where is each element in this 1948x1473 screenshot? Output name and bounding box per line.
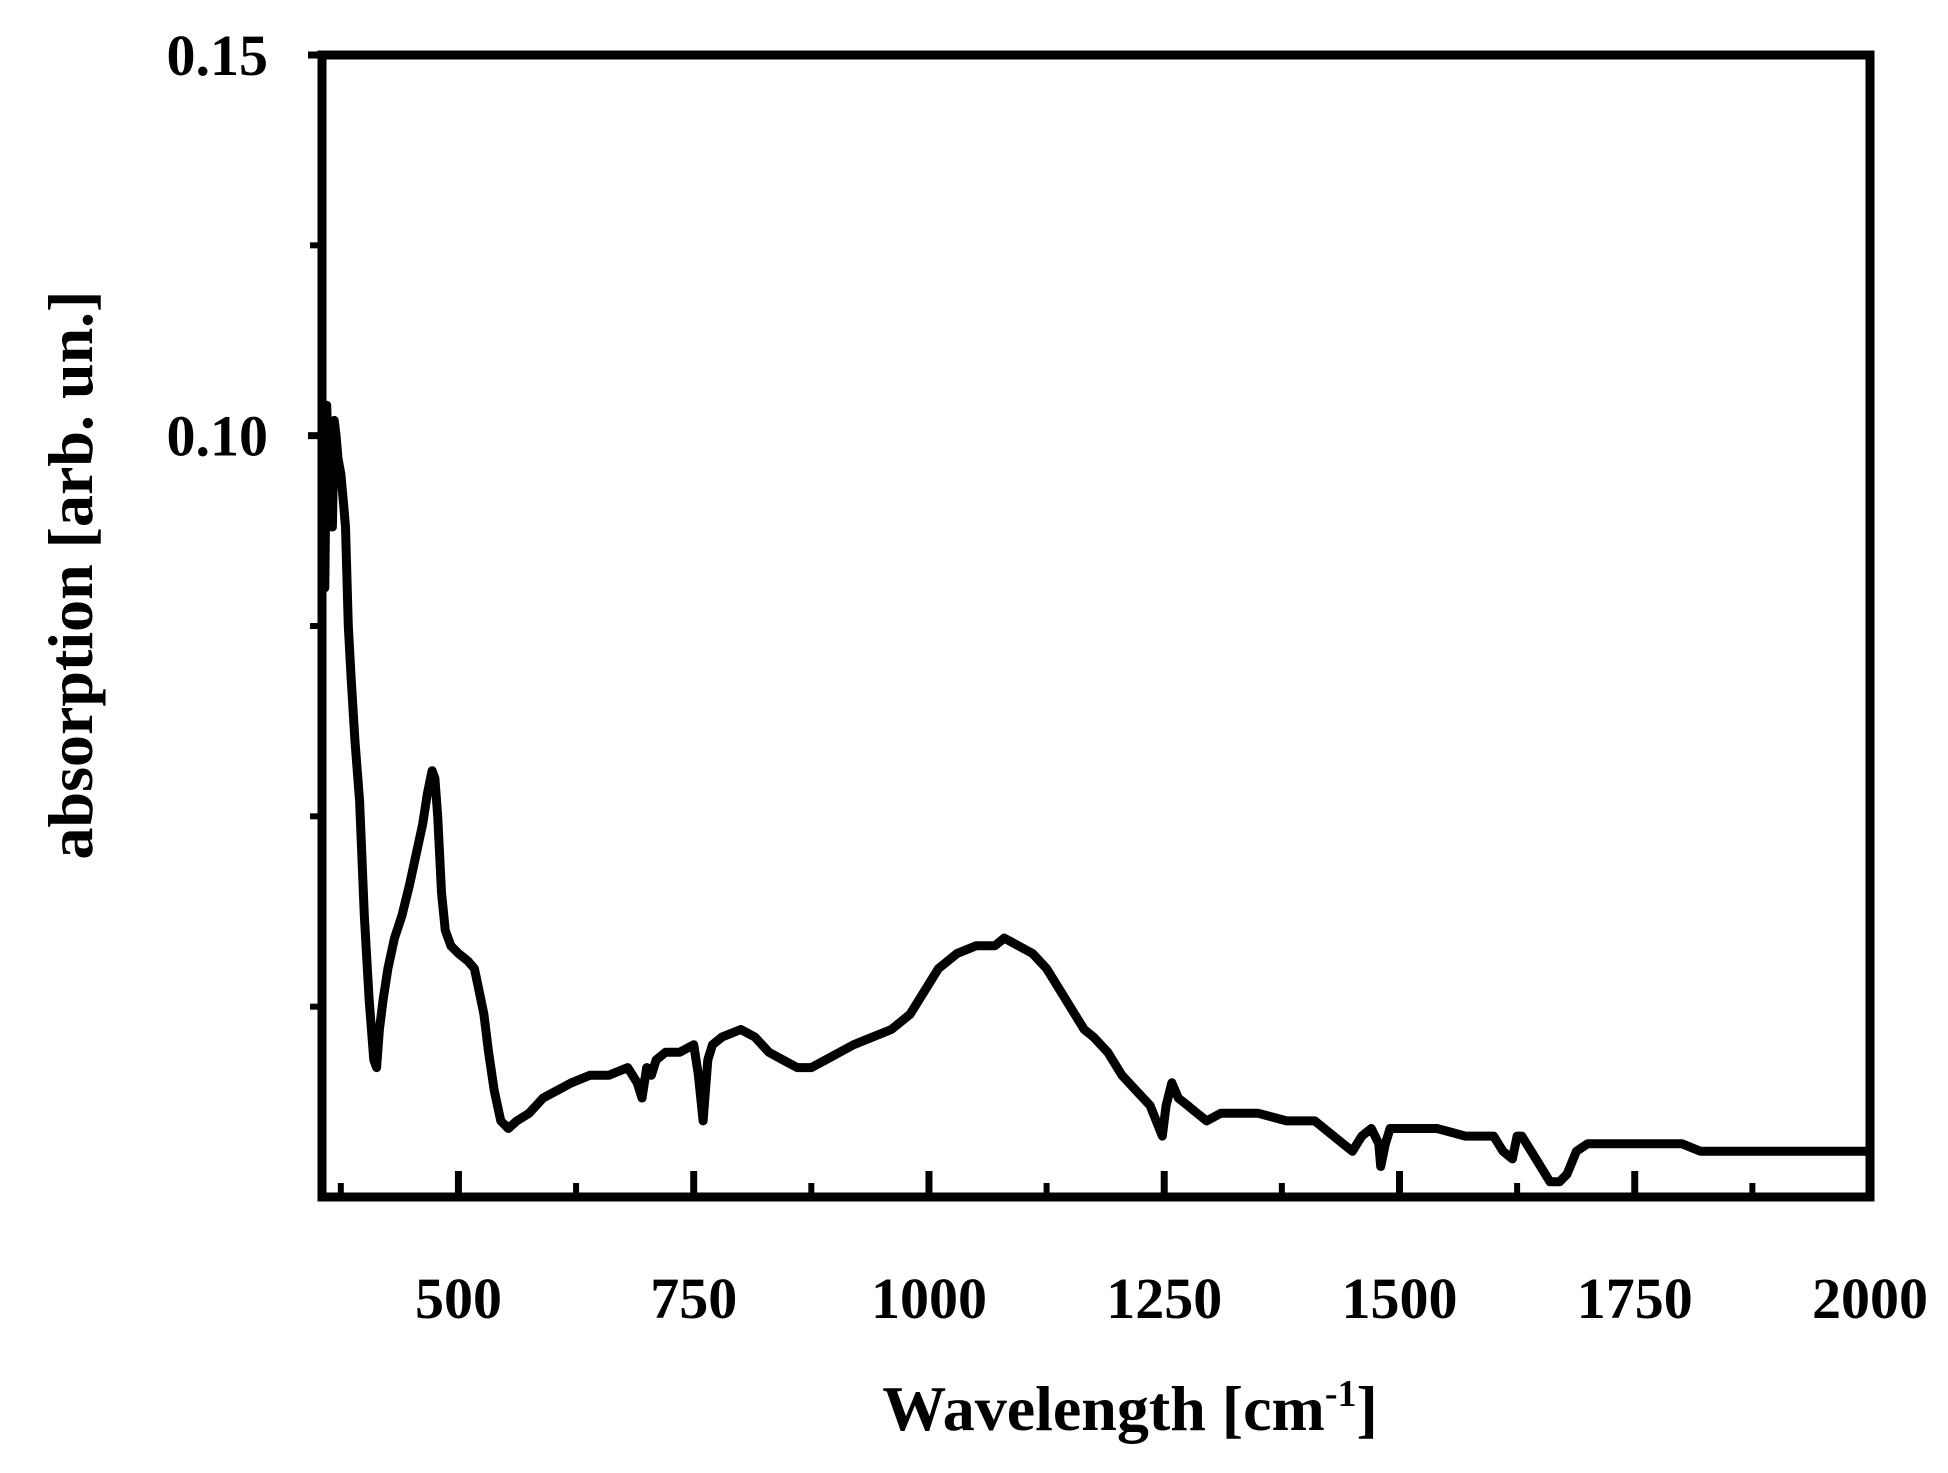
x-axis-title-superscript: -1 (1325, 1373, 1357, 1415)
labels-layer: 500 750 1000 1250 1500 1750 2000 0.10 0.15 (167, 23, 1929, 1331)
plot-frame (317, 50, 1875, 1202)
x-tick-label: 2000 (1812, 1266, 1928, 1331)
x-tick-label: 1250 (1106, 1266, 1222, 1331)
x-tick-label: 1000 (871, 1266, 987, 1331)
x-axis-title-text: Wavelength [cm (882, 1373, 1325, 1444)
x-axis-title: Wavelength [cm-1] (882, 1373, 1378, 1444)
y-tick-label: 0.10 (167, 404, 269, 469)
x-tick-label: 1500 (1341, 1266, 1457, 1331)
x-tick-label: 500 (415, 1266, 502, 1331)
x-tick-label: 750 (650, 1266, 737, 1331)
x-tick-label: 1750 (1577, 1266, 1693, 1331)
y-tick-label: 0.15 (167, 23, 269, 88)
y-axis-title: absorption [arb. un.] (35, 291, 106, 860)
x-axis-title-end: ] (1356, 1373, 1377, 1444)
spectrum-line (317, 400, 1875, 1187)
ticks-layer (308, 51, 1874, 1197)
series-layer (317, 400, 1875, 1187)
